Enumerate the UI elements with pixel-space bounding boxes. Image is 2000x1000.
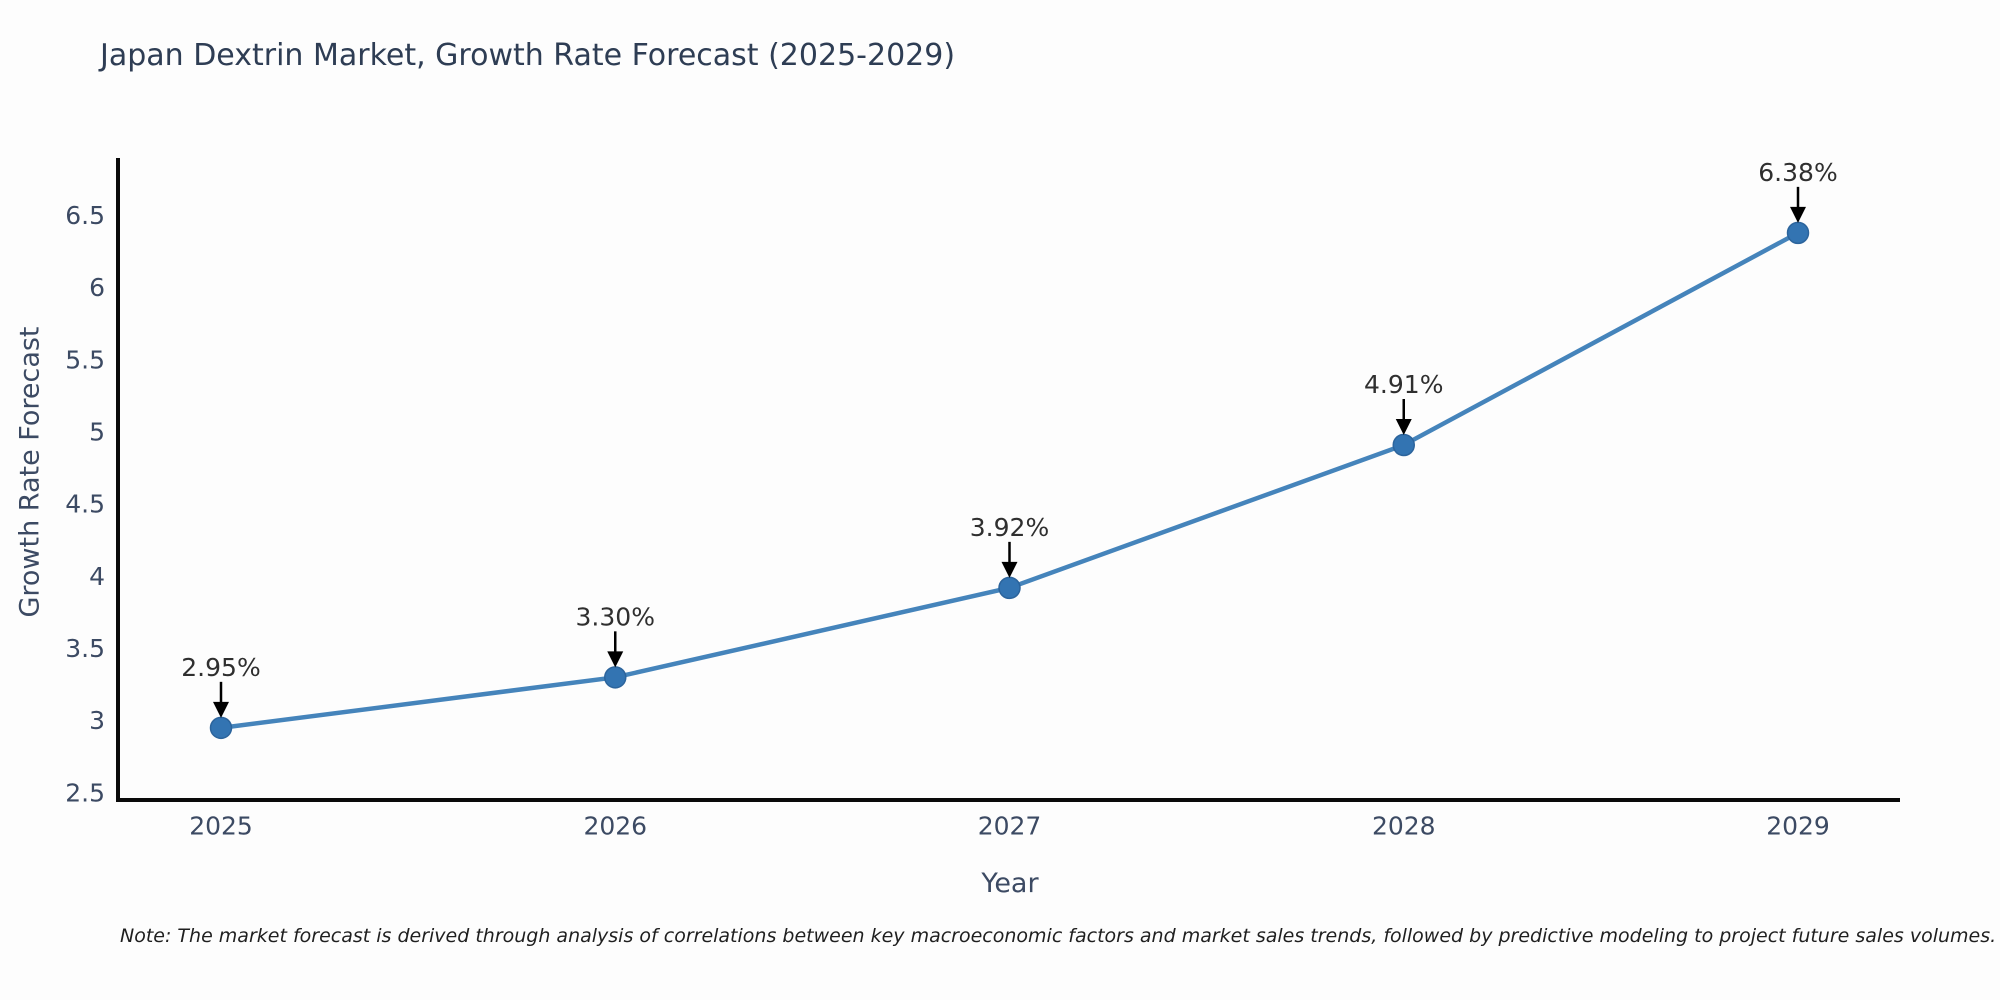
x-axis-title: Year [981, 868, 1039, 899]
y-tick-label: 4.5 [65, 490, 105, 519]
annotation-arrow-head [1395, 418, 1412, 435]
data-point [209, 716, 233, 740]
annotation-arrow-head [1001, 561, 1018, 578]
y-tick-label: 5.5 [65, 345, 105, 374]
x-tick-label: 2029 [1766, 812, 1830, 841]
annotation-arrow-head [213, 701, 229, 718]
y-tick-label: 4 [89, 562, 105, 591]
data-point-label: 2.95% [181, 653, 260, 682]
data-point-label: 6.38% [1758, 158, 1837, 187]
x-tick-label: 2025 [189, 812, 253, 841]
data-point-label: 3.30% [576, 602, 655, 631]
y-tick-label: 2.5 [65, 778, 105, 807]
y-axis-title: Growth Rate Forecast [14, 326, 46, 618]
data-point-label: 3.92% [970, 513, 1049, 542]
x-tick-label: 2026 [583, 812, 647, 841]
y-tick-label: 3 [89, 706, 105, 735]
x-tick-label: 2028 [1372, 812, 1436, 841]
y-tick-label: 6.5 [65, 201, 105, 230]
chart-title: Japan Dextrin Market, Growth Rate Foreca… [100, 38, 956, 73]
footnote: Note: The market forecast is derived thr… [120, 925, 1997, 947]
data-point [604, 666, 627, 689]
data-point-label: 4.91% [1364, 370, 1443, 399]
y-tick-label: 5 [89, 418, 105, 447]
y-tick-label: 6 [89, 273, 105, 302]
data-point [1392, 433, 1415, 457]
x-tick-label: 2027 [978, 812, 1042, 841]
data-point [998, 576, 1021, 600]
y-tick-label: 3.5 [65, 634, 105, 663]
annotation-arrow-head [1790, 206, 1806, 223]
annotation-arrow-head [607, 651, 624, 668]
data-point [1786, 221, 1810, 245]
series-line [218, 230, 1801, 731]
